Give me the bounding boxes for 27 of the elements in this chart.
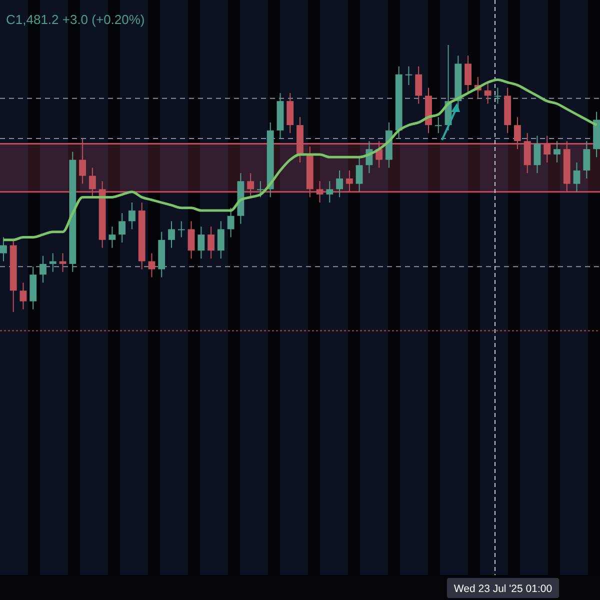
candlestick (326, 180, 334, 204)
candlestick (494, 87, 502, 104)
candlestick (257, 180, 264, 198)
candlestick (573, 162, 580, 192)
candlestick (188, 220, 195, 260)
candlestick (217, 220, 224, 260)
candlestick (464, 55, 472, 94)
candlestick (208, 226, 214, 260)
candlestick (356, 156, 363, 192)
text: C1,481.2 +3.0 (+0.20%) (6, 12, 145, 27)
candlestick (415, 66, 422, 104)
candlestick (583, 140, 590, 179)
candlestick (534, 135, 541, 174)
candlestick (227, 207, 234, 238)
candlestick (198, 226, 205, 260)
candlestick (108, 226, 116, 248)
candlestick (118, 212, 126, 244)
candlestick (178, 220, 185, 238)
candlestick (434, 116, 442, 134)
candlestick (484, 82, 492, 104)
candlestick (148, 252, 156, 278)
text: Wed 23 Jul '25 01:00 (454, 583, 552, 595)
candlestick (405, 66, 412, 86)
candlestick (336, 170, 343, 198)
candlestick (128, 202, 136, 230)
candlestick (554, 140, 560, 163)
candlestick (168, 220, 175, 248)
